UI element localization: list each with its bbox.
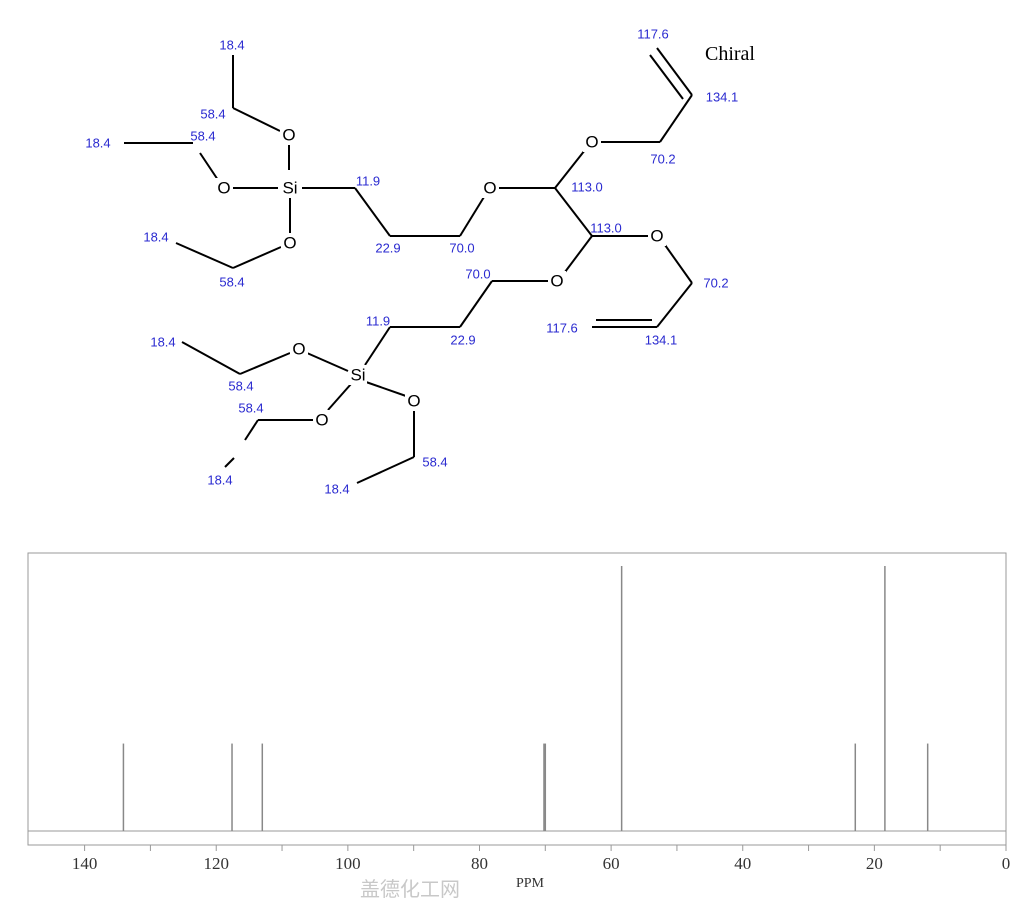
atom-label: O — [585, 133, 598, 152]
atom-label: Si — [282, 179, 297, 198]
bond — [199, 152, 219, 181]
shift-label: 22.9 — [375, 241, 400, 256]
x-tick-label: 0 — [1002, 854, 1011, 873]
shift-label: 58.4 — [219, 275, 244, 290]
atom-label: O — [650, 227, 663, 246]
shift-label: 117.6 — [637, 27, 669, 42]
bond — [356, 456, 415, 484]
bond — [232, 246, 282, 269]
shift-label: 11.9 — [366, 314, 390, 329]
x-tick-label: 120 — [203, 854, 229, 873]
chiral-label: Chiral — [705, 43, 755, 65]
bond — [459, 196, 485, 237]
shift-label: 70.2 — [650, 152, 675, 167]
shift-label: 18.4 — [207, 473, 232, 488]
bond — [564, 235, 593, 273]
x-tick-label: 140 — [72, 854, 98, 873]
watermark: 盖德化工网 — [360, 877, 460, 900]
double-bond — [649, 54, 684, 100]
atom-label: O — [282, 126, 295, 145]
bond — [239, 352, 291, 375]
bond — [659, 94, 693, 143]
shift-label: 58.4 — [190, 129, 215, 144]
x-tick-label: 20 — [866, 854, 883, 873]
bond — [306, 352, 349, 372]
x-tick-label: 60 — [603, 854, 620, 873]
bond — [364, 326, 391, 366]
x-tick-label: 100 — [335, 854, 361, 873]
nmr-spectrum: 140 120 100 80 60 40 20 0 PPM 盖德化工网 — [27, 552, 1011, 900]
bond — [232, 107, 281, 132]
shift-label: 113.0 — [571, 180, 603, 195]
shift-label: 134.1 — [706, 90, 739, 105]
bond — [181, 341, 241, 375]
molecule-structure: Si O O O O O O O Si O O O 18.4 58.4 18.4 58.4 18.4 58.4 11… — [85, 27, 755, 497]
shift-label: 18.4 — [85, 136, 110, 151]
bond — [224, 457, 235, 468]
bond — [656, 282, 693, 328]
shift-label: 134.1 — [645, 333, 678, 348]
bond — [664, 244, 693, 284]
bond — [175, 242, 234, 269]
bond — [459, 280, 493, 328]
x-axis-label: PPM — [516, 876, 545, 891]
shift-label: 58.4 — [238, 401, 263, 416]
bond — [554, 149, 586, 189]
double-bond — [656, 47, 693, 96]
shift-label: 58.4 — [228, 379, 253, 394]
x-tick-label: 80 — [471, 854, 488, 873]
atom-label: O — [550, 272, 563, 291]
shift-label: 70.0 — [465, 267, 490, 282]
atom-label: O — [292, 340, 305, 359]
shift-label: 70.0 — [449, 241, 474, 256]
bond — [554, 187, 593, 237]
shift-label: 58.4 — [200, 107, 225, 122]
bond — [327, 383, 352, 411]
atom-label: Si — [350, 366, 365, 385]
shift-label: 18.4 — [324, 482, 349, 497]
atom-label: O — [407, 392, 420, 411]
shift-label: 18.4 — [143, 230, 168, 245]
shift-label: 117.6 — [546, 321, 578, 336]
bond — [354, 187, 391, 237]
shift-label: 58.4 — [422, 455, 447, 470]
shift-label: 22.9 — [450, 333, 475, 348]
atom-label: O — [483, 179, 496, 198]
shift-label: 113.0 — [590, 221, 622, 236]
bond — [244, 419, 259, 441]
shift-label: 18.4 — [150, 335, 175, 350]
shift-label: 70.2 — [703, 276, 728, 291]
bond — [365, 381, 407, 397]
atom-label: O — [283, 234, 296, 253]
atom-label: O — [315, 411, 328, 430]
shift-label: 11.9 — [356, 174, 380, 189]
x-tick-label: 40 — [734, 854, 751, 873]
plot-frame — [27, 552, 1007, 846]
shift-label: 18.4 — [219, 38, 244, 53]
atom-label: O — [217, 179, 230, 198]
